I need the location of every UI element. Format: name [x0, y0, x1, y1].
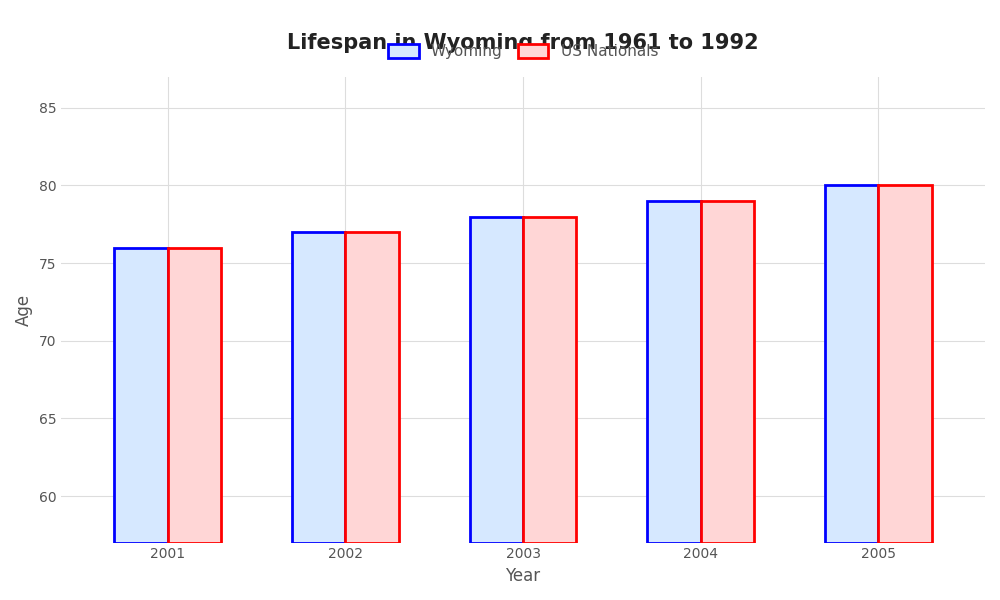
Bar	[114, 248, 168, 542]
Y-axis label: Age: Age	[15, 293, 33, 326]
Bar	[292, 232, 345, 542]
Legend: Wyoming, US Nationals: Wyoming, US Nationals	[382, 38, 664, 65]
Bar	[701, 201, 754, 542]
Bar	[523, 217, 576, 542]
Bar	[470, 217, 523, 542]
X-axis label: Year: Year	[505, 567, 541, 585]
Bar	[168, 248, 221, 542]
Bar	[878, 185, 932, 542]
Bar	[825, 185, 878, 542]
Bar	[345, 232, 399, 542]
Title: Lifespan in Wyoming from 1961 to 1992: Lifespan in Wyoming from 1961 to 1992	[287, 33, 759, 53]
Bar	[647, 201, 701, 542]
